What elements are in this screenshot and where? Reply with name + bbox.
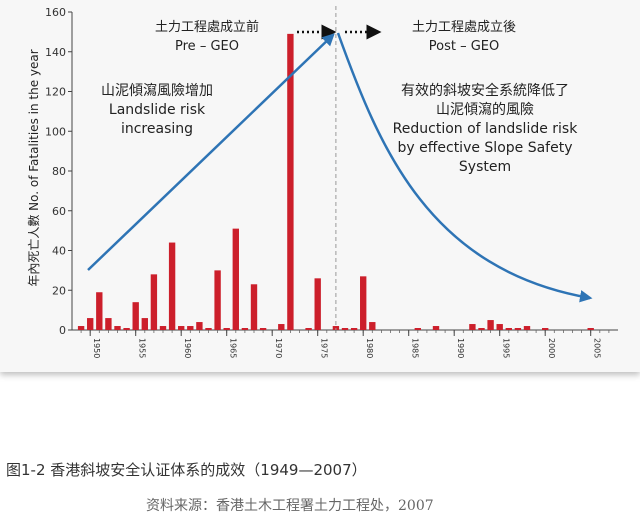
x-tick-label: 2005: [593, 338, 602, 358]
post-geo-label-cn: 土力工程處成立後: [412, 20, 516, 35]
bar-1996: [505, 328, 512, 330]
pre-geo-label-cn: 土力工程處成立前: [155, 19, 259, 35]
bar-1964: [214, 270, 221, 330]
bar-1958: [159, 326, 167, 330]
risk-reduction-label-cn-1: 有效的斜坡安全系統降低了: [401, 82, 569, 99]
bar-1993: [478, 328, 485, 330]
bar-1995: [496, 324, 503, 330]
bar-1965: [223, 328, 230, 330]
y-tick-label: 0: [59, 324, 66, 337]
bar-1955: [132, 302, 139, 330]
risk-reduction-label-en-3: System: [459, 159, 511, 175]
bar-2000: [542, 328, 549, 330]
axes: 0 20 40 60 80 100 120 140 160 1950 1955 1960 1965 197…: [45, 6, 618, 358]
bar-1974: [305, 328, 312, 330]
bars: [77, 33, 594, 331]
bar-1952: [105, 318, 112, 330]
bar-1968: [250, 284, 258, 330]
risk-reduction-label-en-1: Reduction of landslide risk: [393, 121, 579, 137]
pre-geo-label-en: Pre – GEO: [175, 39, 239, 54]
y-tick-label: 40: [52, 245, 66, 258]
bar-1988: [432, 326, 440, 330]
bar-1949: [77, 326, 85, 330]
risk-increasing-arrow: [87, 33, 335, 271]
bar-1954: [123, 328, 130, 330]
chart-panel: 0 20 40 60 80 100 120 140 160 1950 1955 1960 1965 197…: [27, 6, 618, 359]
bar-1959: [168, 242, 176, 330]
y-tick-label: 160: [45, 6, 66, 19]
bar-1962: [196, 322, 203, 330]
bar-1957: [150, 274, 158, 330]
bar-1950: [87, 318, 94, 330]
bar-1961: [187, 326, 194, 330]
y-tick-label: 80: [52, 165, 66, 178]
y-tick-label: 60: [52, 205, 66, 218]
bar-1972: [287, 33, 294, 331]
bar-1969: [259, 328, 267, 330]
x-tick-label: 1975: [320, 338, 329, 358]
bar-1992: [469, 324, 476, 330]
bar-2005: [587, 328, 594, 330]
x-tick-label: 1985: [411, 338, 420, 358]
bar-1975: [314, 278, 321, 330]
risk-reduction-label-cn-2: 山泥傾瀉的風險: [436, 101, 534, 118]
x-tick-label: 1955: [138, 338, 147, 358]
figure-caption: 图1-2 香港斜坡安全认证体系的成效（1949—2007）: [6, 461, 367, 479]
x-tick-label: 1995: [502, 338, 511, 358]
bar-1966: [232, 228, 239, 330]
x-tick-label: 1970: [274, 338, 283, 358]
fatalities-chart: 0 20 40 60 80 100 120 140 160 1950 1955 1960 1965 197…: [27, 6, 618, 358]
x-tick-label: 1965: [229, 338, 238, 358]
risk-reduction-arrow: [336, 32, 593, 303]
x-tick-label: 2000: [547, 338, 556, 358]
risk-increase-label-en-2: increasing: [121, 121, 193, 137]
bar-1978: [341, 328, 349, 330]
risk-reduction-label-en-2: by effective Slope Safety: [398, 140, 573, 156]
bar-1998: [523, 326, 531, 330]
y-axis-label: 年內死亡人數 No. of Fatalities in the year: [27, 49, 41, 286]
bar-1960: [178, 326, 185, 330]
risk-increase-label-en-1: Landslide risk: [109, 102, 206, 118]
y-tick-label: 120: [45, 86, 66, 99]
y-tick-label: 20: [52, 284, 66, 297]
bar-1981: [369, 322, 376, 330]
bar-1963: [205, 328, 212, 330]
bar-1980: [360, 276, 367, 330]
bar-1956: [141, 318, 148, 330]
bar-1994: [487, 320, 494, 330]
risk-increase-label-cn: 山泥傾瀉風險增加: [101, 82, 213, 99]
x-tick-label: 1990: [456, 338, 465, 358]
bar-1971: [278, 324, 285, 330]
figure-source: 资料来源：香港土木工程署土力工程处，2007: [146, 498, 434, 514]
bar-1979: [350, 328, 358, 330]
x-tick-label: 1950: [92, 338, 101, 358]
bar-1951: [96, 292, 103, 330]
y-tick-label: 140: [45, 46, 66, 59]
x-tick-label: 1960: [183, 338, 192, 358]
bar-1997: [514, 328, 522, 330]
bar-1953: [114, 326, 121, 330]
x-tick-label: 1980: [365, 338, 374, 358]
bar-1986: [414, 328, 421, 330]
post-geo-label-en: Post – GEO: [429, 39, 499, 54]
bar-1967: [241, 328, 249, 330]
y-tick-label: 100: [45, 125, 66, 138]
